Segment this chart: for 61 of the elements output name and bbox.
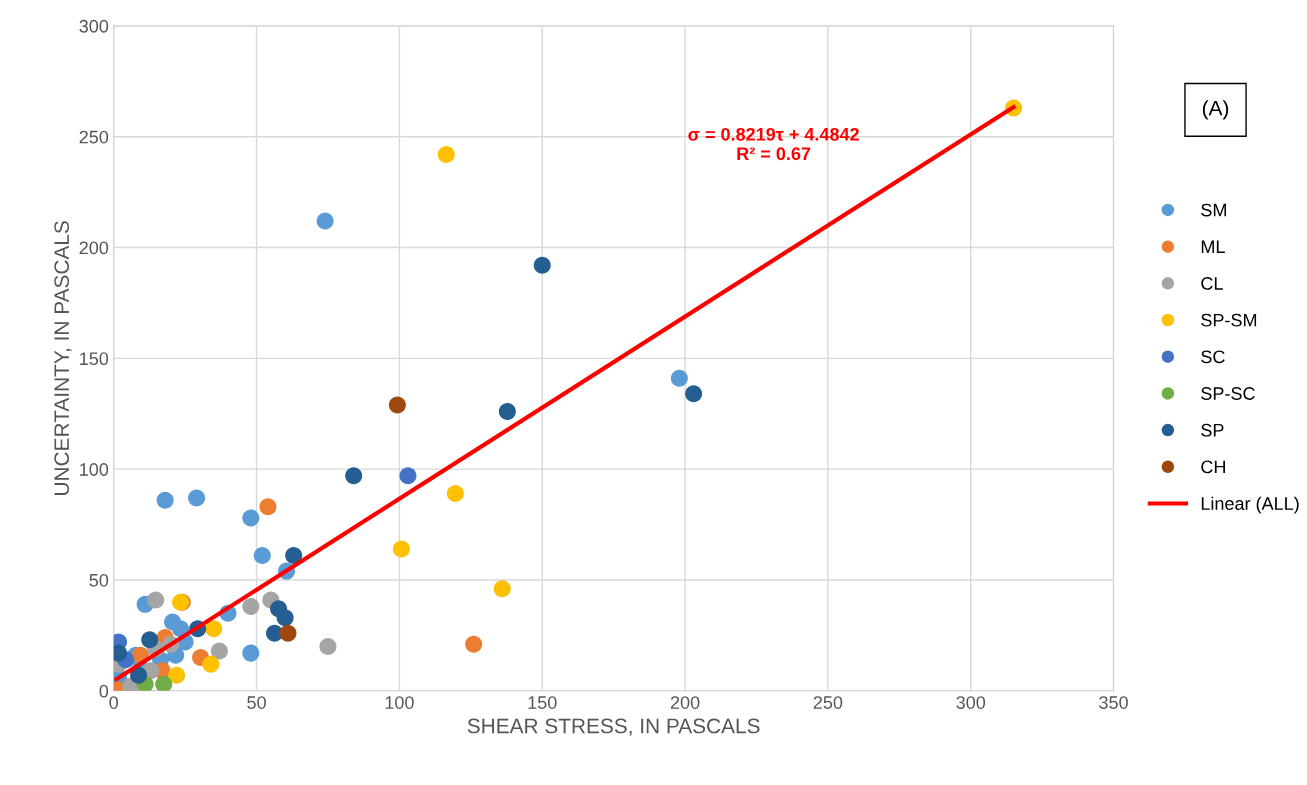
legend-label: SP [1201,423,1224,437]
point [155,675,173,691]
point [533,256,551,274]
point [276,609,294,627]
x-tick-label: 200 [670,696,700,709]
x-tick-label: 100 [385,696,414,709]
legend-label: CL [1201,277,1223,290]
point [392,540,410,558]
legend-label: SM [1201,203,1226,217]
point [279,624,297,642]
point [130,666,148,684]
point [141,631,159,649]
point [685,385,703,403]
legend-label: ML [1201,240,1225,253]
point [202,655,220,673]
legend-label: CH [1201,460,1225,474]
x-axis-title: SHEAR STRESS, IN PASCALS [467,718,760,736]
point [316,212,334,230]
point [210,642,228,660]
x-tick-label: 150 [528,696,557,709]
x-tick-label: 0 [109,696,119,709]
point [319,637,337,655]
y-tick-label: 50 [89,573,109,587]
point [188,489,206,507]
legend-label: SC [1201,350,1225,364]
y-tick-label: 100 [80,463,109,476]
y-tick-label: 150 [80,352,109,366]
x-tick-label: 350 [1099,696,1128,709]
point [242,598,260,616]
point [156,491,174,509]
annotation: σ = 0.8219τ + 4.4842 R² = 0.67 [688,127,859,161]
point [493,580,511,598]
point [399,467,417,485]
point [285,547,303,565]
point [670,369,688,387]
x-tick-label: 50 [247,696,266,709]
point [465,635,483,653]
y-axis-title: UNCERTAINTY, IN PASCALS [54,221,72,495]
x-tick-label: 250 [813,696,843,709]
point [205,620,223,638]
point [259,498,277,516]
y-tick-label: 300 [79,19,109,33]
point [388,396,406,414]
point [168,666,186,684]
point [172,620,190,638]
point [446,485,464,503]
y-tick-label: 0 [99,684,109,698]
point [345,467,363,485]
point [242,644,260,662]
y-tick-label: 250 [79,130,109,144]
point [498,403,516,421]
legend-label: SP-SC [1201,387,1255,400]
legend-label: SP-SM [1201,313,1257,327]
text: (A) [1202,100,1229,120]
x-tick-label: 300 [956,696,986,709]
point [437,145,455,163]
point [253,547,271,565]
y-tick-label: 200 [79,241,109,255]
point [242,509,260,527]
legend-label: Linear (ALL) [1201,496,1299,514]
point [147,591,165,609]
